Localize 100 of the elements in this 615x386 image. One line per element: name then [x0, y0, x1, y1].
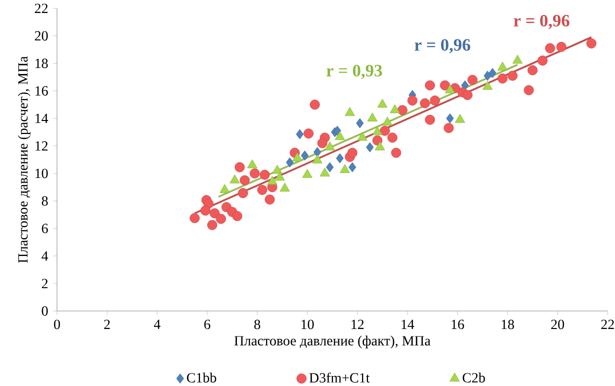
point [230, 174, 240, 184]
point [374, 141, 385, 150]
point [424, 114, 435, 125]
point [286, 157, 294, 168]
point [232, 211, 242, 222]
x-tick-label: 20 [551, 320, 564, 330]
y-tick-label: 0 [42, 306, 48, 316]
point [292, 152, 302, 162]
point [272, 164, 282, 174]
y-tick-label: 22 [34, 4, 48, 13]
point [440, 80, 450, 90]
y-tick-label: 10 [36, 168, 48, 178]
point [334, 131, 345, 140]
point [380, 126, 390, 136]
y-tick-label: 8 [42, 196, 48, 206]
x-axis-title: Пластовое давление (факт), МПа [234, 336, 430, 348]
point [296, 129, 304, 140]
y-tick-label: 6 [42, 224, 48, 234]
point [407, 96, 418, 106]
y-tick-label: 16 [36, 86, 48, 96]
point [430, 96, 440, 106]
point [367, 112, 378, 122]
point [340, 164, 350, 173]
point [446, 113, 454, 124]
point [240, 175, 250, 186]
point [234, 162, 245, 172]
point [390, 104, 400, 114]
point [301, 150, 309, 161]
point [512, 54, 523, 64]
point [391, 148, 402, 158]
x-tick-label: 4 [154, 320, 160, 329]
point [382, 116, 392, 126]
point [444, 123, 454, 134]
point [220, 184, 230, 193]
point [497, 62, 508, 70]
point [264, 194, 275, 205]
point [488, 68, 496, 78]
annotation: r = 0,96 [414, 39, 470, 54]
y-tick-label: 18 [36, 58, 48, 68]
legend-label: D3fm+C1t [309, 372, 370, 383]
point [366, 142, 374, 152]
point [326, 162, 334, 172]
point [524, 85, 534, 96]
point [280, 182, 290, 192]
point [484, 70, 492, 81]
point [467, 74, 478, 85]
point [302, 168, 312, 178]
point [420, 98, 430, 108]
point [274, 172, 285, 181]
point [312, 154, 322, 164]
x-tick-label: 6 [204, 320, 210, 330]
point [586, 38, 596, 48]
point [200, 206, 210, 216]
x-tick-label: 8 [254, 320, 260, 330]
point [397, 105, 408, 116]
point [317, 138, 328, 148]
point [257, 184, 268, 195]
y-axis-title: Пластовое давление (расчет), МПа [18, 56, 30, 263]
point [250, 168, 260, 178]
point [545, 43, 556, 54]
point [314, 147, 322, 158]
point [267, 176, 278, 185]
legend-label: C2b [462, 372, 485, 383]
point [216, 214, 226, 224]
legend-label: C1bb [186, 372, 216, 383]
point [310, 100, 320, 110]
y-tick-label: 4 [42, 251, 48, 261]
point [498, 73, 508, 84]
point [260, 170, 270, 180]
y-tick-label: 20 [34, 31, 48, 41]
point [334, 126, 342, 136]
x-tick-label: 14 [402, 320, 414, 329]
point [207, 220, 218, 230]
point [454, 114, 466, 123]
point [238, 188, 248, 198]
point [190, 213, 200, 224]
point [556, 42, 566, 52]
point [424, 80, 435, 90]
point [538, 56, 548, 66]
x-tick-label: 10 [302, 320, 314, 330]
point [210, 208, 220, 218]
point [356, 118, 364, 128]
x-tick-label: 0 [54, 320, 60, 330]
annotation: r = 0,93 [326, 64, 382, 79]
point [462, 90, 472, 100]
y-tick-label: 2 [42, 278, 48, 288]
point [387, 132, 398, 143]
point [324, 141, 335, 150]
point [377, 98, 388, 108]
point [347, 148, 358, 158]
point [482, 80, 493, 90]
point [336, 153, 344, 164]
x-tick-label: 18 [502, 320, 514, 330]
x-tick-label: 2 [104, 320, 110, 329]
point [528, 65, 538, 76]
point [304, 128, 314, 139]
y-tick-label: 14 [36, 114, 48, 124]
point [357, 132, 368, 141]
point [247, 159, 258, 168]
point [508, 70, 518, 81]
